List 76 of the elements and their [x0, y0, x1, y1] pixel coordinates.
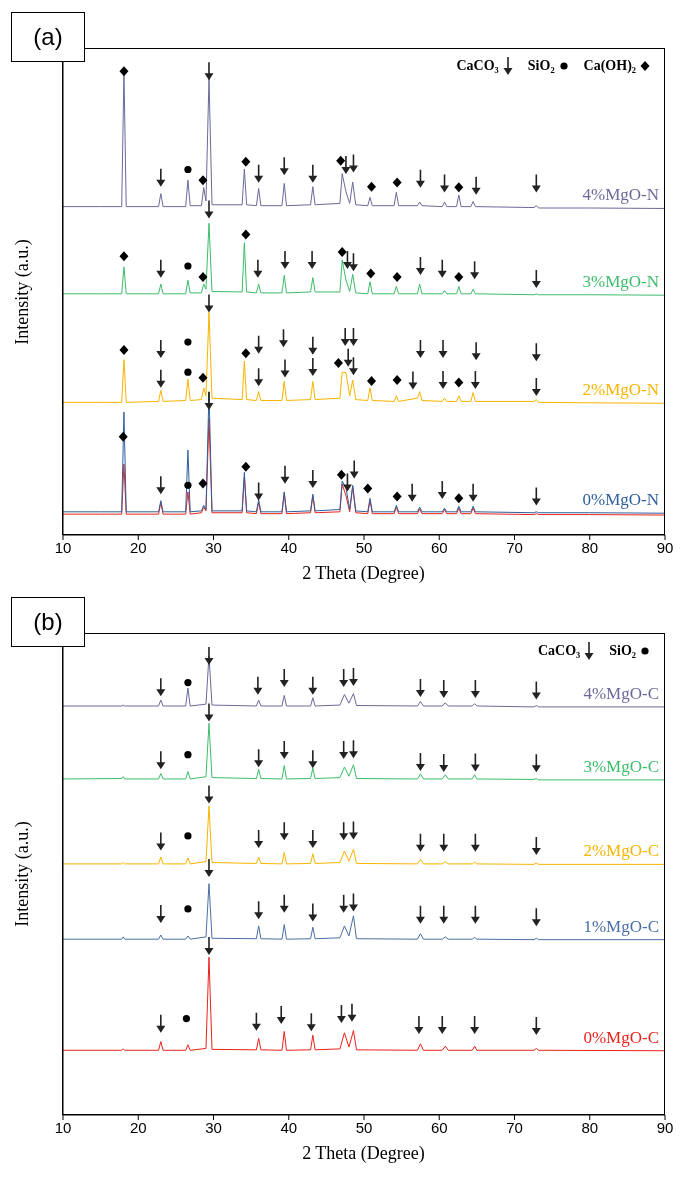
series-label: 2%MgO-C [583, 841, 659, 861]
x-tick-label: 30 [205, 1118, 222, 1136]
legend-label: Ca(OH)₂ [583, 58, 636, 74]
point [367, 181, 377, 192]
chart-title: (a) [11, 12, 85, 62]
point [454, 182, 464, 193]
series-label: 2%MgO-N [582, 380, 659, 400]
chart-title: (b) [11, 597, 85, 647]
legend-label: SiO₂ [527, 58, 555, 74]
point [182, 1015, 191, 1023]
series-label: 0%MgO-N [582, 490, 659, 510]
x-tick-label: 70 [506, 538, 523, 556]
point [184, 751, 192, 759]
series-label: 3%MgO-C [583, 756, 659, 776]
x-tick-label: 50 [355, 538, 373, 556]
x-tick-label: 70 [506, 1118, 523, 1136]
x-tick-label: 20 [129, 538, 147, 556]
series-label: 4%MgO-N [582, 185, 659, 205]
series-label: 1%MgO-C [583, 916, 659, 936]
point [184, 262, 192, 270]
legend-label: CaCO₃ [456, 58, 499, 74]
point [392, 375, 402, 386]
y-axis-title: Intensity (a.u.) [11, 821, 33, 927]
point [454, 493, 464, 504]
legend-label: CaCO₃ [537, 643, 581, 659]
x-tick-label: 20 [129, 1118, 147, 1136]
point [337, 247, 347, 258]
x-tick-label: 80 [581, 1118, 599, 1136]
legend-label: SiO₂ [609, 643, 636, 659]
point [454, 377, 464, 388]
x-axis-title: 2 Theta (Degree) [301, 1143, 426, 1164]
point [392, 177, 402, 188]
point [336, 155, 346, 166]
point [184, 678, 192, 687]
point [184, 481, 192, 489]
x-tick-label: 10 [54, 1118, 72, 1136]
point [367, 376, 377, 387]
x-tick-label: 40 [280, 1118, 298, 1136]
point [392, 491, 402, 502]
x-tick-label: 40 [280, 538, 298, 556]
series-label: 3%MgO-N [582, 272, 659, 292]
x-tick-label: 60 [430, 1118, 448, 1136]
point [241, 156, 251, 167]
point [241, 229, 251, 240]
x-tick-label: 60 [430, 538, 448, 556]
point [119, 344, 129, 355]
point [241, 348, 251, 359]
point [184, 368, 192, 376]
point [366, 268, 376, 279]
point [198, 272, 208, 283]
point [241, 461, 251, 472]
point [184, 165, 192, 174]
point [184, 905, 192, 913]
x-tick-label: 90 [656, 538, 674, 556]
x-axis-title: 2 Theta (Degree) [301, 563, 426, 584]
point [392, 272, 402, 283]
point [198, 175, 208, 186]
series-label: 4%MgO-C [583, 683, 659, 703]
point [333, 357, 343, 368]
x-tick-label: 30 [205, 538, 222, 556]
y-axis-title: Intensity (a.u.) [11, 238, 33, 345]
point [118, 431, 128, 442]
point [363, 483, 373, 494]
x-tick-label: 50 [355, 1118, 373, 1136]
series-label: 0%MgO-C [583, 1027, 659, 1047]
point [198, 372, 208, 383]
point [454, 272, 464, 283]
point [119, 66, 129, 77]
point [198, 478, 208, 489]
point [119, 251, 129, 262]
point [184, 832, 192, 840]
point [184, 338, 192, 346]
x-tick-label: 80 [581, 538, 599, 556]
x-tick-label: 10 [54, 538, 72, 556]
x-tick-label: 90 [656, 1118, 674, 1136]
point [336, 469, 346, 480]
